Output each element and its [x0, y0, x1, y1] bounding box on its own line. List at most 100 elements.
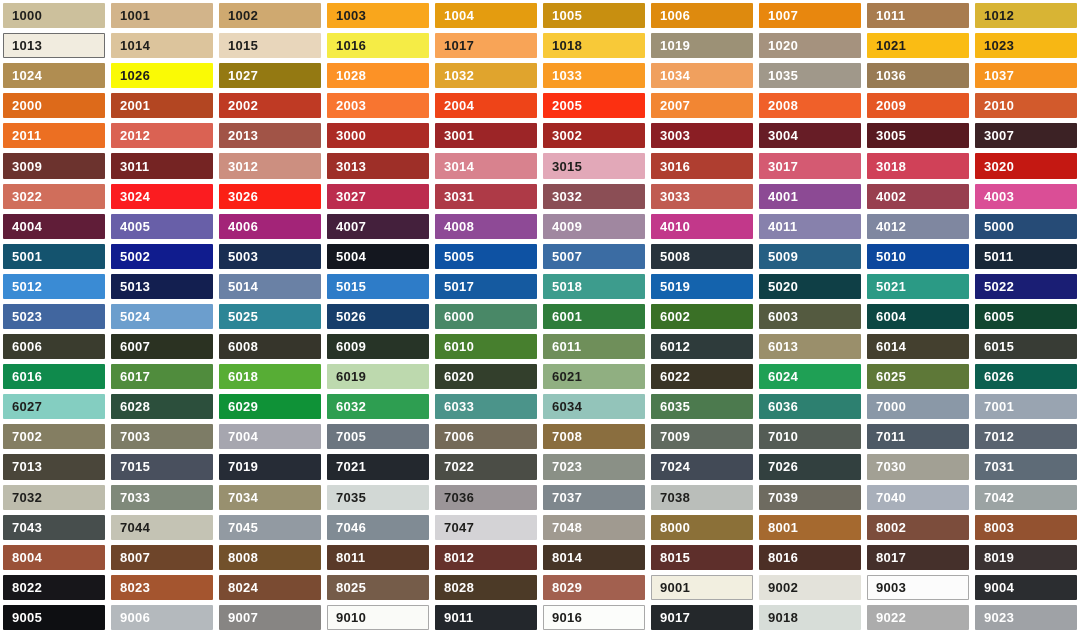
- color-swatch-3018[interactable]: 3018: [867, 153, 969, 179]
- color-swatch-5014[interactable]: 5014: [219, 273, 321, 299]
- color-swatch-7048[interactable]: 7048: [543, 514, 645, 540]
- color-swatch-1027[interactable]: 1027: [219, 63, 321, 89]
- color-swatch-9010[interactable]: 9010: [327, 604, 429, 630]
- color-swatch-9001[interactable]: 9001: [651, 574, 753, 600]
- color-swatch-3011[interactable]: 3011: [111, 153, 213, 179]
- color-swatch-4009[interactable]: 4009: [543, 213, 645, 239]
- color-swatch-8000[interactable]: 8000: [651, 514, 753, 540]
- color-swatch-3012[interactable]: 3012: [219, 153, 321, 179]
- color-swatch-1005[interactable]: 1005: [543, 3, 645, 29]
- color-swatch-6028[interactable]: 6028: [111, 394, 213, 420]
- color-swatch-1026[interactable]: 1026: [111, 63, 213, 89]
- color-swatch-5022[interactable]: 5022: [975, 273, 1077, 299]
- color-swatch-8004[interactable]: 8004: [3, 544, 105, 570]
- color-swatch-1020[interactable]: 1020: [759, 33, 861, 59]
- color-swatch-6004[interactable]: 6004: [867, 303, 969, 330]
- color-swatch-8003[interactable]: 8003: [975, 514, 1077, 540]
- color-swatch-5013[interactable]: 5013: [111, 273, 213, 299]
- color-swatch-5026[interactable]: 5026: [327, 303, 429, 330]
- color-swatch-4002[interactable]: 4002: [867, 183, 969, 209]
- color-swatch-7046[interactable]: 7046: [327, 514, 429, 540]
- color-swatch-9016[interactable]: 9016: [543, 604, 645, 630]
- color-swatch-2004[interactable]: 2004: [435, 93, 537, 119]
- color-swatch-6015[interactable]: 6015: [975, 334, 1077, 360]
- color-swatch-6006[interactable]: 6006: [3, 334, 105, 360]
- color-swatch-7033[interactable]: 7033: [111, 484, 213, 510]
- color-swatch-6017[interactable]: 6017: [111, 364, 213, 390]
- color-swatch-9003[interactable]: 9003: [867, 574, 969, 600]
- color-swatch-8007[interactable]: 8007: [111, 544, 213, 570]
- color-swatch-8015[interactable]: 8015: [651, 544, 753, 570]
- color-swatch-5021[interactable]: 5021: [867, 273, 969, 299]
- color-swatch-3033[interactable]: 3033: [651, 183, 753, 209]
- color-swatch-7040[interactable]: 7040: [867, 484, 969, 510]
- color-swatch-1034[interactable]: 1034: [651, 63, 753, 89]
- color-swatch-8017[interactable]: 8017: [867, 544, 969, 570]
- color-swatch-6019[interactable]: 6019: [327, 364, 429, 390]
- color-swatch-6003[interactable]: 6003: [759, 303, 861, 330]
- color-swatch-7004[interactable]: 7004: [219, 424, 321, 450]
- color-swatch-9018[interactable]: 9018: [759, 604, 861, 630]
- color-swatch-6002[interactable]: 6002: [651, 303, 753, 330]
- color-swatch-8002[interactable]: 8002: [867, 514, 969, 540]
- color-swatch-2005[interactable]: 2005: [543, 93, 645, 119]
- color-swatch-7036[interactable]: 7036: [435, 484, 537, 510]
- color-swatch-7023[interactable]: 7023: [543, 454, 645, 480]
- color-swatch-4006[interactable]: 4006: [219, 213, 321, 239]
- color-swatch-5017[interactable]: 5017: [435, 273, 537, 299]
- color-swatch-9007[interactable]: 9007: [219, 604, 321, 630]
- color-swatch-5005[interactable]: 5005: [435, 243, 537, 269]
- color-swatch-1035[interactable]: 1035: [759, 63, 861, 89]
- color-swatch-1014[interactable]: 1014: [111, 33, 213, 59]
- color-swatch-1003[interactable]: 1003: [327, 3, 429, 29]
- color-swatch-8029[interactable]: 8029: [543, 574, 645, 600]
- color-swatch-4007[interactable]: 4007: [327, 213, 429, 239]
- color-swatch-6027[interactable]: 6027: [3, 394, 105, 420]
- color-swatch-7000[interactable]: 7000: [867, 394, 969, 420]
- color-swatch-7022[interactable]: 7022: [435, 454, 537, 480]
- color-swatch-4005[interactable]: 4005: [111, 213, 213, 239]
- color-swatch-5010[interactable]: 5010: [867, 243, 969, 269]
- color-swatch-1011[interactable]: 1011: [867, 3, 969, 29]
- color-swatch-5018[interactable]: 5018: [543, 273, 645, 299]
- color-swatch-1017[interactable]: 1017: [435, 33, 537, 59]
- color-swatch-4003[interactable]: 4003: [975, 183, 1077, 209]
- color-swatch-7039[interactable]: 7039: [759, 484, 861, 510]
- color-swatch-9005[interactable]: 9005: [3, 604, 105, 630]
- color-swatch-6026[interactable]: 6026: [975, 364, 1077, 390]
- color-swatch-6000[interactable]: 6000: [435, 303, 537, 330]
- color-swatch-2008[interactable]: 2008: [759, 93, 861, 119]
- color-swatch-7042[interactable]: 7042: [975, 484, 1077, 510]
- color-swatch-7010[interactable]: 7010: [759, 424, 861, 450]
- color-swatch-7011[interactable]: 7011: [867, 424, 969, 450]
- color-swatch-1006[interactable]: 1006: [651, 3, 753, 29]
- color-swatch-6036[interactable]: 6036: [759, 394, 861, 420]
- color-swatch-6008[interactable]: 6008: [219, 334, 321, 360]
- color-swatch-5019[interactable]: 5019: [651, 273, 753, 299]
- color-swatch-6022[interactable]: 6022: [651, 364, 753, 390]
- color-swatch-8012[interactable]: 8012: [435, 544, 537, 570]
- color-swatch-7031[interactable]: 7031: [975, 454, 1077, 480]
- color-swatch-9023[interactable]: 9023: [975, 604, 1077, 630]
- color-swatch-1013[interactable]: 1013: [3, 33, 105, 59]
- color-swatch-7038[interactable]: 7038: [651, 484, 753, 510]
- color-swatch-7030[interactable]: 7030: [867, 454, 969, 480]
- color-swatch-6001[interactable]: 6001: [543, 303, 645, 330]
- color-swatch-7044[interactable]: 7044: [111, 514, 213, 540]
- color-swatch-6013[interactable]: 6013: [759, 334, 861, 360]
- color-swatch-2012[interactable]: 2012: [111, 123, 213, 149]
- color-swatch-8016[interactable]: 8016: [759, 544, 861, 570]
- color-swatch-5011[interactable]: 5011: [975, 243, 1077, 269]
- color-swatch-7043[interactable]: 7043: [3, 514, 105, 540]
- color-swatch-8028[interactable]: 8028: [435, 574, 537, 600]
- color-swatch-5002[interactable]: 5002: [111, 243, 213, 269]
- color-swatch-8025[interactable]: 8025: [327, 574, 429, 600]
- color-swatch-4001[interactable]: 4001: [759, 183, 861, 209]
- color-swatch-1033[interactable]: 1033: [543, 63, 645, 89]
- color-swatch-5015[interactable]: 5015: [327, 273, 429, 299]
- color-swatch-8019[interactable]: 8019: [975, 544, 1077, 570]
- color-swatch-5025[interactable]: 5025: [219, 303, 321, 330]
- color-swatch-3031[interactable]: 3031: [435, 183, 537, 209]
- color-swatch-2003[interactable]: 2003: [327, 93, 429, 119]
- color-swatch-5003[interactable]: 5003: [219, 243, 321, 269]
